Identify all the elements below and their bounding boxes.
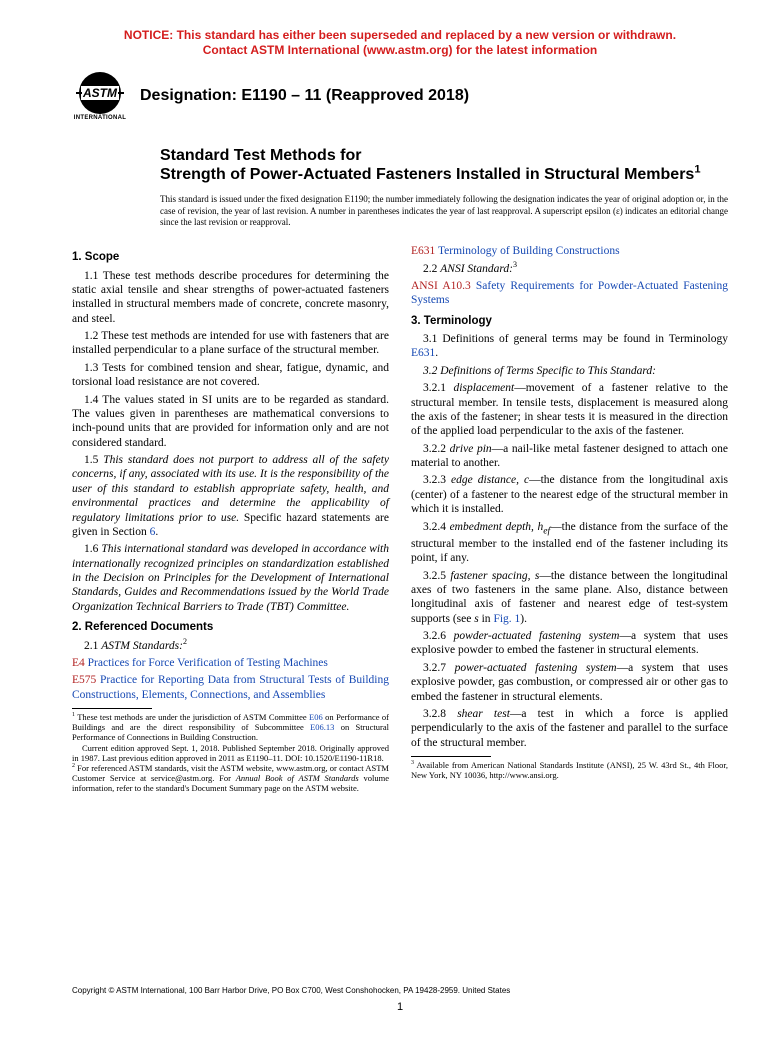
ref-e631-code[interactable]: E631 xyxy=(411,245,435,257)
page: NOTICE: This standard has either been su… xyxy=(0,0,778,1041)
ref-e631: E631 Terminology of Building Constructio… xyxy=(411,244,728,258)
title-prefix: Standard Test Methods for xyxy=(160,146,728,165)
svg-text:ASTM: ASTM xyxy=(82,86,118,100)
footnote-3: 3 Available from American National Stand… xyxy=(411,760,728,780)
term-3.2.7: 3.2.7 power-actuated fastening system—a … xyxy=(411,661,728,704)
ref-2.2-label: ANSI Standard: xyxy=(440,263,513,275)
link-subcommittee-e0613[interactable]: E06.13 xyxy=(310,722,334,732)
term-3.2.6: 3.2.6 powder-actuated fastening system—a… xyxy=(411,629,728,658)
ref-2.2-num: 2.2 xyxy=(423,263,440,275)
section-heading-scope: 1. Scope xyxy=(72,250,389,264)
footnote-3-text: Available from American National Standar… xyxy=(411,760,728,780)
scope-1.6-num: 1.6 xyxy=(84,543,101,555)
scope-1.3: 1.3 Tests for combined tension and shear… xyxy=(72,361,389,390)
logo-subtext: INTERNATIONAL xyxy=(74,115,126,121)
scope-1.6: 1.6 This international standard was deve… xyxy=(72,542,389,614)
designation-label: Designation: xyxy=(140,87,241,104)
astm-logo: ASTM INTERNATIONAL xyxy=(72,68,128,124)
designation-line: Designation: E1190 – 11 (Reapproved 2018… xyxy=(140,87,469,105)
term-3.1-a: 3.1 Definitions of general terms may be … xyxy=(423,333,728,345)
page-footer: Copyright © ASTM International, 100 Barr… xyxy=(72,986,728,1013)
ref-e575-code[interactable]: E575 xyxy=(72,674,96,686)
ref-ansi-a10.3: ANSI A10.3 Safety Requirements for Powde… xyxy=(411,279,728,308)
section-heading-terminology: 3. Terminology xyxy=(411,314,728,328)
section-heading-referenced: 2. Referenced Documents xyxy=(72,620,389,634)
footnote-rule-left xyxy=(72,708,152,709)
scope-1.5: 1.5 This standard does not purport to ad… xyxy=(72,453,389,539)
scope-1.4: 1.4 The values stated in SI units are to… xyxy=(72,393,389,451)
title-footnote-ref: 1 xyxy=(694,164,700,176)
ref-ansi-code[interactable]: ANSI A10.3 xyxy=(411,280,471,292)
body-columns: 1. Scope 1.1 These test methods describe… xyxy=(72,244,728,793)
footnote-rule-right xyxy=(411,756,491,757)
footnote-left-block: 1 These test methods are under the juris… xyxy=(72,708,389,794)
link-e631-inline[interactable]: E631 xyxy=(411,347,435,359)
term-3.2.2: 3.2.2 drive pin—a nail-like metal fasten… xyxy=(411,442,728,471)
term-3.1-b: . xyxy=(435,347,438,359)
ref-e4-code[interactable]: E4 xyxy=(72,657,85,669)
ref-2.2-footnote: 3 xyxy=(513,260,517,269)
term-3.2.4-num: 3.2.4 xyxy=(423,521,450,533)
term-3.2.5-num: 3.2.5 xyxy=(423,570,450,582)
term-3.1: 3.1 Definitions of general terms may be … xyxy=(411,332,728,361)
ref-2.1-footnote: 2 xyxy=(183,637,187,646)
term-3.2.4: 3.2.4 embedment depth, hef—the distance … xyxy=(411,520,728,566)
term-3.2.1: 3.2.1 displacement—movement of a fastene… xyxy=(411,381,728,439)
footnote-2-italic: Annual Book of ASTM Standards xyxy=(236,773,359,783)
term-3.2.5: 3.2.5 fastener spacing, s—the distance b… xyxy=(411,569,728,627)
term-3.2: 3.2 Definitions of Terms Specific to Thi… xyxy=(411,364,728,378)
designation-code: E1190 – 11 (Reapproved 2018) xyxy=(241,87,469,104)
link-committee-e06[interactable]: E06 xyxy=(309,712,323,722)
page-number: 1 xyxy=(72,1001,728,1013)
term-3.2.8: 3.2.8 shear test—a test in which a force… xyxy=(411,707,728,750)
footnote-1-p2: Current edition approved Sept. 1, 2018. … xyxy=(72,743,389,763)
scope-1.1: 1.1 These test methods describe procedur… xyxy=(72,269,389,327)
scope-1.5-num: 1.5 xyxy=(84,454,103,466)
notice-line2: Contact ASTM International (www.astm.org… xyxy=(203,43,597,57)
footnote-1: 1 These test methods are under the juris… xyxy=(72,712,389,743)
title-block: Standard Test Methods for Strength of Po… xyxy=(160,146,728,184)
footnote-2: 2 For referenced ASTM standards, visit t… xyxy=(72,763,389,794)
ref-e4-title[interactable]: Practices for Force Verification of Test… xyxy=(85,657,328,669)
ref-2.1: 2.1 ASTM Standards:2 xyxy=(72,639,389,653)
issuance-note: This standard is issued under the fixed … xyxy=(160,194,728,228)
header-row: ASTM INTERNATIONAL Designation: E1190 – … xyxy=(72,68,728,124)
copyright-line: Copyright © ASTM International, 100 Barr… xyxy=(72,986,510,995)
ref-2.2: 2.2 ANSI Standard:3 xyxy=(411,262,728,276)
term-3.2.3: 3.2.3 edge distance, c—the distance from… xyxy=(411,473,728,516)
ref-2.1-label: ASTM Standards: xyxy=(101,640,183,652)
term-3.2.5-d: in xyxy=(479,613,494,625)
footnote-right-block: 3 Available from American National Stand… xyxy=(411,756,728,780)
ref-e631-title[interactable]: Terminology of Building Constructions xyxy=(435,245,619,257)
notice-line1: NOTICE: This standard has either been su… xyxy=(124,28,676,42)
scope-1.5-period: . xyxy=(155,526,158,538)
ref-2.1-num: 2.1 xyxy=(84,640,101,652)
title-text: Strength of Power-Actuated Fasteners Ins… xyxy=(160,166,694,183)
supersession-notice: NOTICE: This standard has either been su… xyxy=(72,28,728,58)
ref-e575: E575 Practice for Reporting Data from St… xyxy=(72,673,389,702)
link-fig-1[interactable]: Fig. 1 xyxy=(493,613,520,625)
term-3.2.5-term: fastener spacing, s xyxy=(450,570,539,582)
term-3.2.4-term: embedment depth, h xyxy=(450,521,544,533)
scope-1.6-italics: This international standard was develope… xyxy=(72,543,389,613)
scope-1.2: 1.2 These test methods are intended for … xyxy=(72,329,389,358)
term-3.2.5-e: ). xyxy=(520,613,527,625)
ref-e4: E4 Practices for Force Verification of T… xyxy=(72,656,389,670)
standard-title: Strength of Power-Actuated Fasteners Ins… xyxy=(160,165,728,184)
ref-e575-title[interactable]: Practice for Reporting Data from Structu… xyxy=(72,674,389,700)
footnote-1-a: These test methods are under the jurisdi… xyxy=(75,712,309,722)
